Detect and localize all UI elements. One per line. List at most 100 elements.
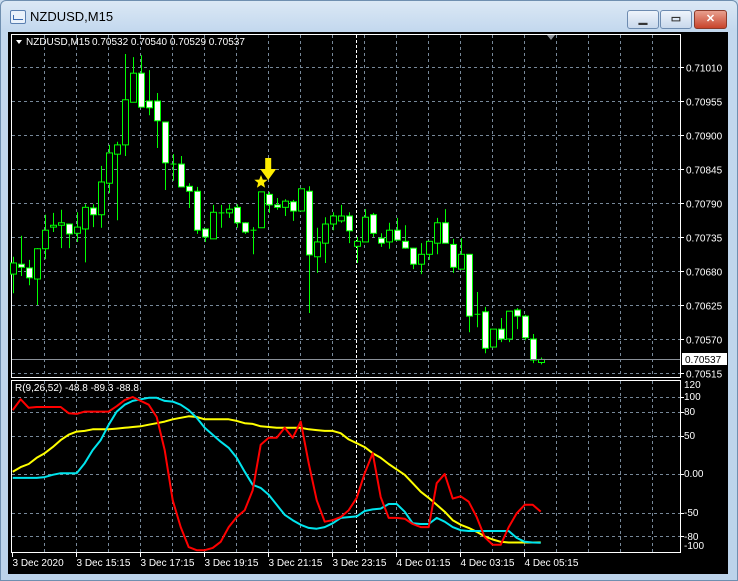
candle-body xyxy=(498,328,505,340)
symbol-label: NZDUSD,M15 xyxy=(26,37,90,48)
candle-body xyxy=(394,229,401,241)
candle xyxy=(170,154,177,181)
candle-body xyxy=(266,193,273,206)
candle xyxy=(50,212,57,233)
candle-body xyxy=(242,222,249,233)
candle xyxy=(74,212,81,242)
candle xyxy=(130,57,137,103)
candle-body xyxy=(506,310,513,340)
indicator-axis-label: 0.00 xyxy=(684,469,704,480)
candle-body xyxy=(138,72,145,108)
title-bar[interactable]: NZDUSD,M15 ▁ ▭ ✕ xyxy=(1,1,737,31)
candle-body xyxy=(490,328,497,348)
candle-body xyxy=(330,215,337,225)
candle xyxy=(194,186,201,234)
candle xyxy=(322,217,329,263)
current-price-box xyxy=(682,353,727,365)
price-axis-label: 0.70790 xyxy=(686,200,723,211)
price-axis-label: 0.70570 xyxy=(686,336,723,347)
candle-body xyxy=(338,215,345,222)
candle xyxy=(250,227,257,255)
close-button[interactable]: ✕ xyxy=(694,10,727,29)
candle xyxy=(450,238,457,273)
candle xyxy=(98,165,105,228)
candle-body xyxy=(346,215,353,232)
candle xyxy=(290,199,297,221)
candle-body xyxy=(466,253,473,317)
candle-body xyxy=(18,263,25,268)
candle xyxy=(466,253,473,333)
candle-body xyxy=(130,72,137,103)
candle xyxy=(338,204,345,223)
candle xyxy=(106,144,113,194)
indicator-axis-label: 120 xyxy=(684,380,701,391)
chart-area[interactable]: 0.71010 0.70955 0.70900 0.70845 0.70790 0.707… xyxy=(8,32,728,574)
candle-body xyxy=(354,240,361,247)
candle-body xyxy=(186,185,193,192)
candle-body xyxy=(10,262,17,275)
candle xyxy=(42,214,49,260)
candle xyxy=(306,186,313,314)
candle xyxy=(370,212,377,237)
candle xyxy=(394,217,401,241)
candle-body xyxy=(74,226,81,234)
window-title: NZDUSD,M15 xyxy=(30,9,114,24)
time-axis-label: 3 Dec 17:15 xyxy=(141,558,195,569)
candle xyxy=(538,357,545,365)
candle xyxy=(146,70,153,116)
indicator-axis-label: 100 xyxy=(684,392,701,403)
candle-body xyxy=(106,152,113,184)
candle xyxy=(410,247,417,270)
candle-body xyxy=(66,223,73,235)
candle xyxy=(218,204,225,228)
time-axis-label: 4 Dec 05:15 xyxy=(525,558,579,569)
candle xyxy=(442,209,449,244)
candle-body xyxy=(378,237,385,244)
candle-body xyxy=(290,201,297,212)
candle xyxy=(274,198,281,210)
candle-body xyxy=(426,240,433,255)
candle-body xyxy=(122,99,129,146)
candle xyxy=(498,317,505,343)
candle-body xyxy=(402,240,409,249)
candle xyxy=(162,121,169,191)
minimize-button[interactable]: ▁ xyxy=(627,10,659,29)
candle xyxy=(242,222,249,234)
candle xyxy=(114,141,121,221)
candle-body xyxy=(314,241,321,258)
price-axis-label: 0.71010 xyxy=(686,64,723,75)
candle xyxy=(458,238,465,270)
candle-body xyxy=(258,191,265,229)
candle-body xyxy=(322,223,329,244)
candle xyxy=(506,310,513,343)
maximize-button[interactable]: ▭ xyxy=(660,10,692,29)
candle-body xyxy=(146,100,153,109)
candle-body xyxy=(98,181,105,216)
candle xyxy=(346,212,353,244)
indicator-panel-border xyxy=(11,380,681,553)
chart-canvas[interactable]: 0.71010 0.70955 0.70900 0.70845 0.70790 0.707… xyxy=(8,32,728,574)
price-axis-label: 0.70625 xyxy=(686,302,723,313)
main-panel-border xyxy=(11,34,681,378)
price-axis-label: 0.70515 xyxy=(686,370,723,381)
current-price-label: 0.70537 xyxy=(685,355,722,366)
candle xyxy=(522,314,529,341)
symbol-dropdown-icon[interactable] xyxy=(16,40,22,44)
time-axis-label: 3 Dec 21:15 xyxy=(269,558,323,569)
chart-shift-marker[interactable] xyxy=(547,35,555,40)
candle xyxy=(402,225,409,249)
candle xyxy=(202,228,209,242)
indicator-axis-label: -50 xyxy=(684,508,699,519)
maximize-icon: ▭ xyxy=(670,13,682,25)
time-axis-label: 4 Dec 01:15 xyxy=(397,558,451,569)
candle xyxy=(330,212,337,231)
candle-body xyxy=(386,229,393,243)
price-axis-label: 0.70735 xyxy=(686,234,723,245)
candle-body xyxy=(442,222,449,244)
indicator-axis-label: 80 xyxy=(684,407,696,418)
indicator-axis-label: -100 xyxy=(684,541,704,552)
indicator-header: R(9,26,52) -48.8 -89.3 -88.8 xyxy=(15,383,139,394)
candle xyxy=(298,188,305,212)
star-icon xyxy=(254,175,268,188)
candle xyxy=(186,183,193,208)
